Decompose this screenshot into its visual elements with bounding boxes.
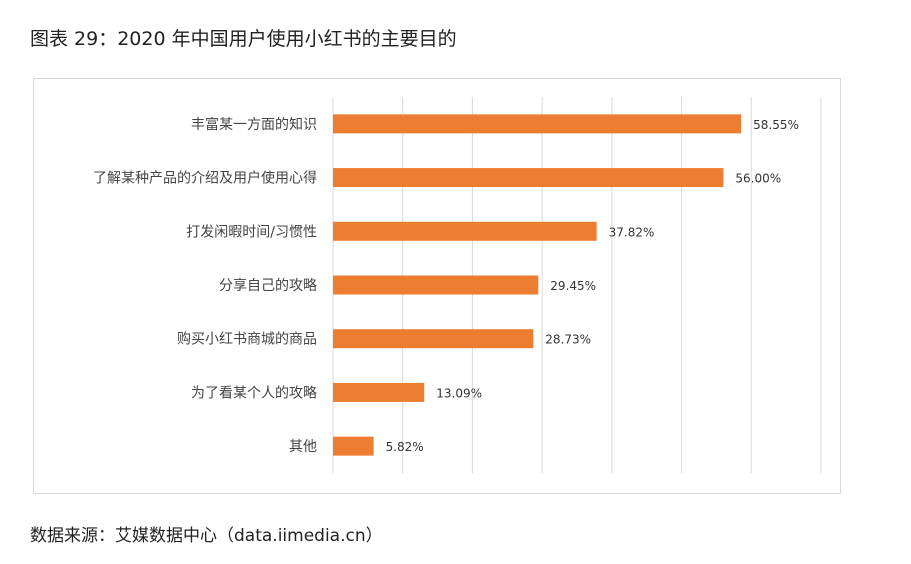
data-label: 13.09% [436, 386, 482, 400]
figure-title: 图表 29：2020 年中国用户使用小红书的主要目的 [30, 28, 457, 50]
category-label: 分享自己的攻略 [219, 277, 317, 294]
bar [333, 221, 597, 241]
bar [333, 275, 539, 295]
chart-container: 丰富某一方面的知识 58.55% 了解某种产品的介绍及用户使用心得 56.00% 打发闲… [33, 78, 841, 494]
category-label: 其他 [289, 439, 317, 455]
bar [333, 168, 724, 188]
data-label: 29.45% [550, 279, 596, 293]
data-label: 37.82% [609, 225, 655, 239]
category-label: 为了看某个人的攻略 [191, 385, 317, 401]
bar [333, 436, 374, 456]
category-label: 打发闲暇时间/习惯性 [186, 223, 317, 240]
data-label: 56.00% [735, 172, 781, 186]
category-label: 丰富某一方面的知识 [191, 116, 317, 133]
data-label: 5.82% [386, 440, 424, 454]
figure-source: 数据来源：艾媒数据中心（data.iimedia.cn） [30, 526, 383, 546]
category-label: 购买小红书商城的商品 [177, 332, 317, 348]
category-label: 了解某种产品的介绍及用户使用心得 [93, 170, 317, 187]
bar-chart: 丰富某一方面的知识 58.55% 了解某种产品的介绍及用户使用心得 56.00% 打发闲… [93, 97, 822, 473]
data-label: 28.73% [545, 333, 591, 347]
data-label: 58.55% [753, 118, 799, 132]
bar [333, 114, 742, 134]
bar [333, 329, 534, 349]
bar [333, 382, 425, 402]
